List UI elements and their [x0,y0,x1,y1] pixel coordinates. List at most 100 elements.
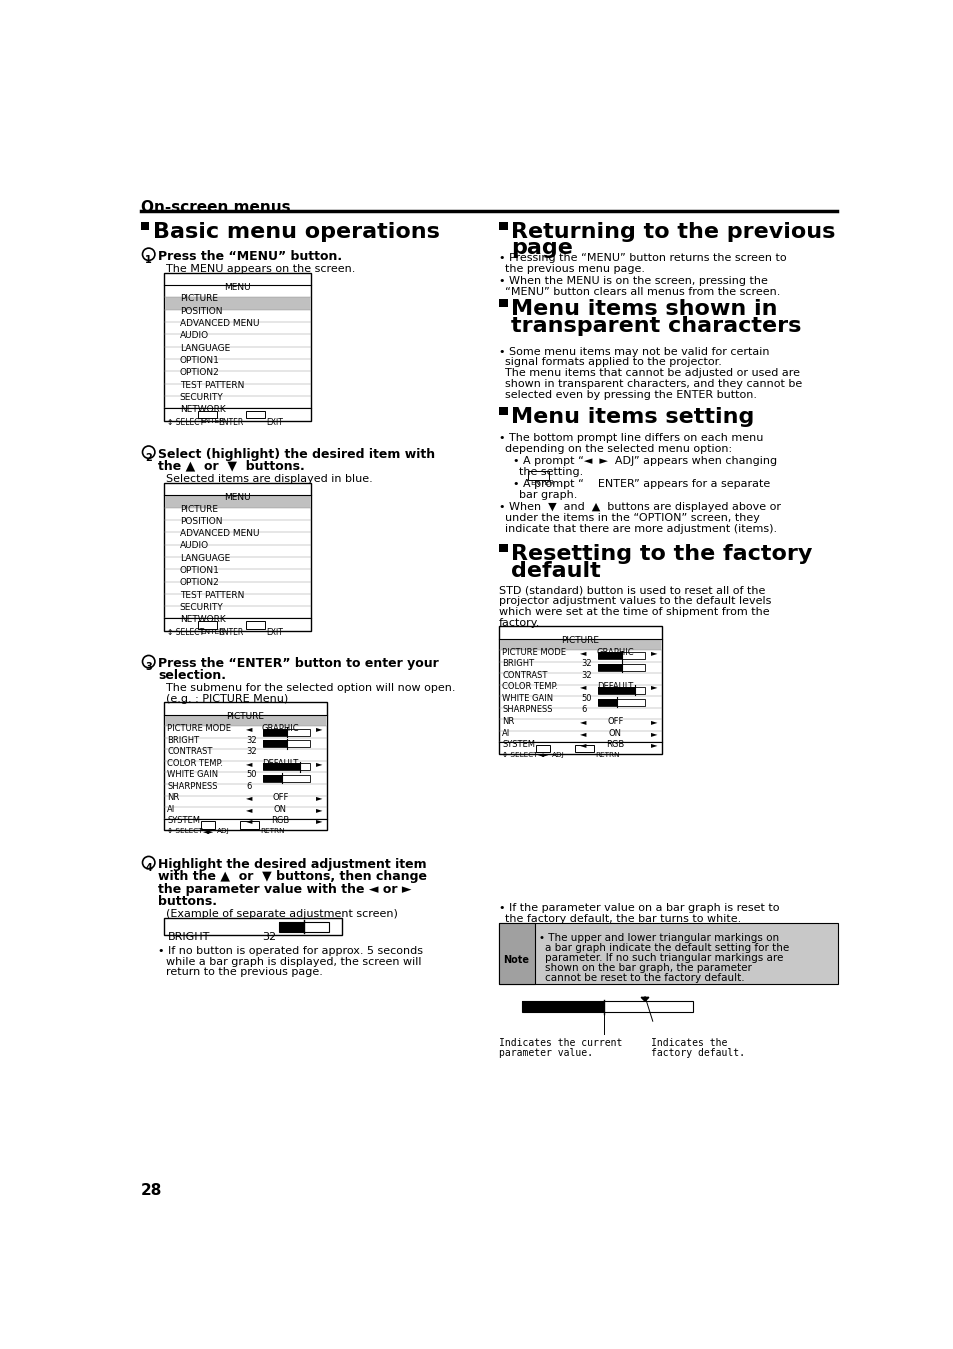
Text: The MENU appears on the screen.: The MENU appears on the screen. [166,263,355,274]
Text: ↕ SELECT: ↕ SELECT [167,627,204,637]
Text: selected even by pressing the ENTER button.: selected even by pressing the ENTER butt… [505,390,757,399]
Text: OPTION1: OPTION1 [179,567,219,575]
Text: BRIGHT: BRIGHT [167,735,199,745]
Text: CONTRAST: CONTRAST [167,747,213,755]
Bar [598,699,644,706]
Bar [263,764,310,770]
Bar [165,495,311,507]
Bar [263,764,300,770]
Text: Press the “MENU” button.: Press the “MENU” button. [158,250,342,263]
Bar [498,407,507,415]
Bar [498,223,507,231]
Bar [598,687,644,693]
Text: PICTURE: PICTURE [560,637,598,645]
Bar [164,919,342,935]
Bar [164,483,311,631]
Text: OFF: OFF [272,793,289,803]
Text: ►: ► [315,724,322,733]
Text: AUDIO: AUDIO [179,332,209,340]
Text: 2: 2 [145,452,152,463]
Text: Selected items are displayed in blue.: Selected items are displayed in blue. [166,473,372,484]
Text: OPTION2: OPTION2 [179,368,219,378]
Bar [198,410,216,418]
Text: default: default [511,561,600,580]
Text: • A prompt “◄  ►  ADJ” appears when changing: • A prompt “◄ ► ADJ” appears when changi… [513,456,777,465]
Text: projector adjustment values to the default levels: projector adjustment values to the defau… [498,596,771,606]
Text: • The bottom prompt line differs on each menu: • The bottom prompt line differs on each… [498,433,762,442]
Bar [164,703,327,830]
Bar [198,621,216,629]
Bar [165,715,326,726]
Text: the previous menu page.: the previous menu page. [505,263,644,274]
Text: which were set at the time of shipment from the: which were set at the time of shipment f… [498,607,769,616]
Text: 50: 50 [580,693,591,703]
Bar [521,1001,603,1012]
Text: ►: ► [650,718,657,726]
Text: the ▲  or  ▼  buttons.: the ▲ or ▼ buttons. [158,460,304,473]
Text: 32: 32 [580,670,591,680]
Text: 6: 6 [246,781,252,791]
Text: ADJ: ADJ [216,828,230,834]
Text: ►: ► [315,816,322,826]
Text: STD (standard) button is used to reset all of the: STD (standard) button is used to reset a… [498,585,764,595]
Text: AI: AI [501,728,510,738]
Text: ►: ► [315,793,322,803]
Text: • When the MENU is on the screen, pressing the: • When the MENU is on the screen, pressi… [498,275,767,286]
Text: shown on the bar graph, the parameter: shown on the bar graph, the parameter [545,963,752,974]
Text: 50: 50 [246,770,256,780]
Text: ENTER: ENTER [530,480,554,486]
Text: PICTURE MODE: PICTURE MODE [501,648,565,657]
Text: under the items in the “OPTION” screen, they: under the items in the “OPTION” screen, … [505,513,760,523]
Text: SHARPNESS: SHARPNESS [501,706,552,715]
Text: CONTRAST: CONTRAST [501,670,547,680]
Bar [278,921,329,932]
Text: RETRN: RETRN [260,828,285,834]
Text: transparent characters: transparent characters [511,316,801,336]
Text: MENU: MENU [224,283,251,291]
Text: NR: NR [501,718,514,726]
Text: POSITION: POSITION [179,306,222,316]
Text: 32: 32 [246,735,256,745]
Text: buttons.: buttons. [158,894,216,908]
Text: ◄►: ◄► [203,828,214,835]
Text: MENU: MENU [224,492,251,502]
Text: The menu items that cannot be adjusted or used are: The menu items that cannot be adjusted o… [505,368,800,378]
Text: factory default.: factory default. [650,1048,744,1058]
Bar [263,728,310,735]
Bar [521,1001,692,1012]
Text: DEFAULT: DEFAULT [597,683,633,692]
Text: ↕ SELECT: ↕ SELECT [167,418,204,426]
Text: • A prompt “    ENTER” appears for a separate: • A prompt “ ENTER” appears for a separa… [513,479,769,490]
Bar [598,664,621,670]
Text: ►: ► [650,741,657,749]
Text: POSITION: POSITION [179,517,222,526]
Bar [598,664,644,670]
Text: ◄: ◄ [245,793,252,803]
Text: ◄: ◄ [245,758,252,768]
Text: ◄: ◄ [579,648,586,657]
Text: cannot be reset to the factory default.: cannot be reset to the factory default. [545,974,744,983]
Text: ►: ► [650,728,657,738]
Text: SECURITY: SECURITY [179,393,223,402]
Text: 32: 32 [261,932,275,942]
Text: a bar graph indicate the default setting for the: a bar graph indicate the default setting… [545,943,789,954]
Text: DEFAULT: DEFAULT [262,758,298,768]
Text: ON: ON [274,805,287,813]
Text: ◄: ◄ [245,805,252,813]
Text: NETWORK: NETWORK [179,405,225,414]
Text: ADVANCED MENU: ADVANCED MENU [179,529,259,538]
Text: RGB: RGB [605,741,623,749]
Text: AI: AI [167,805,175,813]
Bar [164,272,311,421]
Text: SYSTEM: SYSTEM [501,741,535,749]
Text: ◄: ◄ [579,718,586,726]
Text: ENTER: ENTER [218,627,243,637]
Text: • The upper and lower triangular markings on: • The upper and lower triangular marking… [538,934,779,943]
Text: On-screen menus: On-screen menus [141,201,291,216]
Text: signal formats applied to the projector.: signal formats applied to the projector. [505,357,721,367]
Bar [141,223,150,231]
Text: Menu items setting: Menu items setting [511,407,754,426]
Text: • If the parameter value on a bar graph is reset to: • If the parameter value on a bar graph … [498,904,779,913]
Text: Select (highlight) the desired item with: Select (highlight) the desired item with [158,448,435,460]
Text: ◄: ◄ [245,816,252,826]
